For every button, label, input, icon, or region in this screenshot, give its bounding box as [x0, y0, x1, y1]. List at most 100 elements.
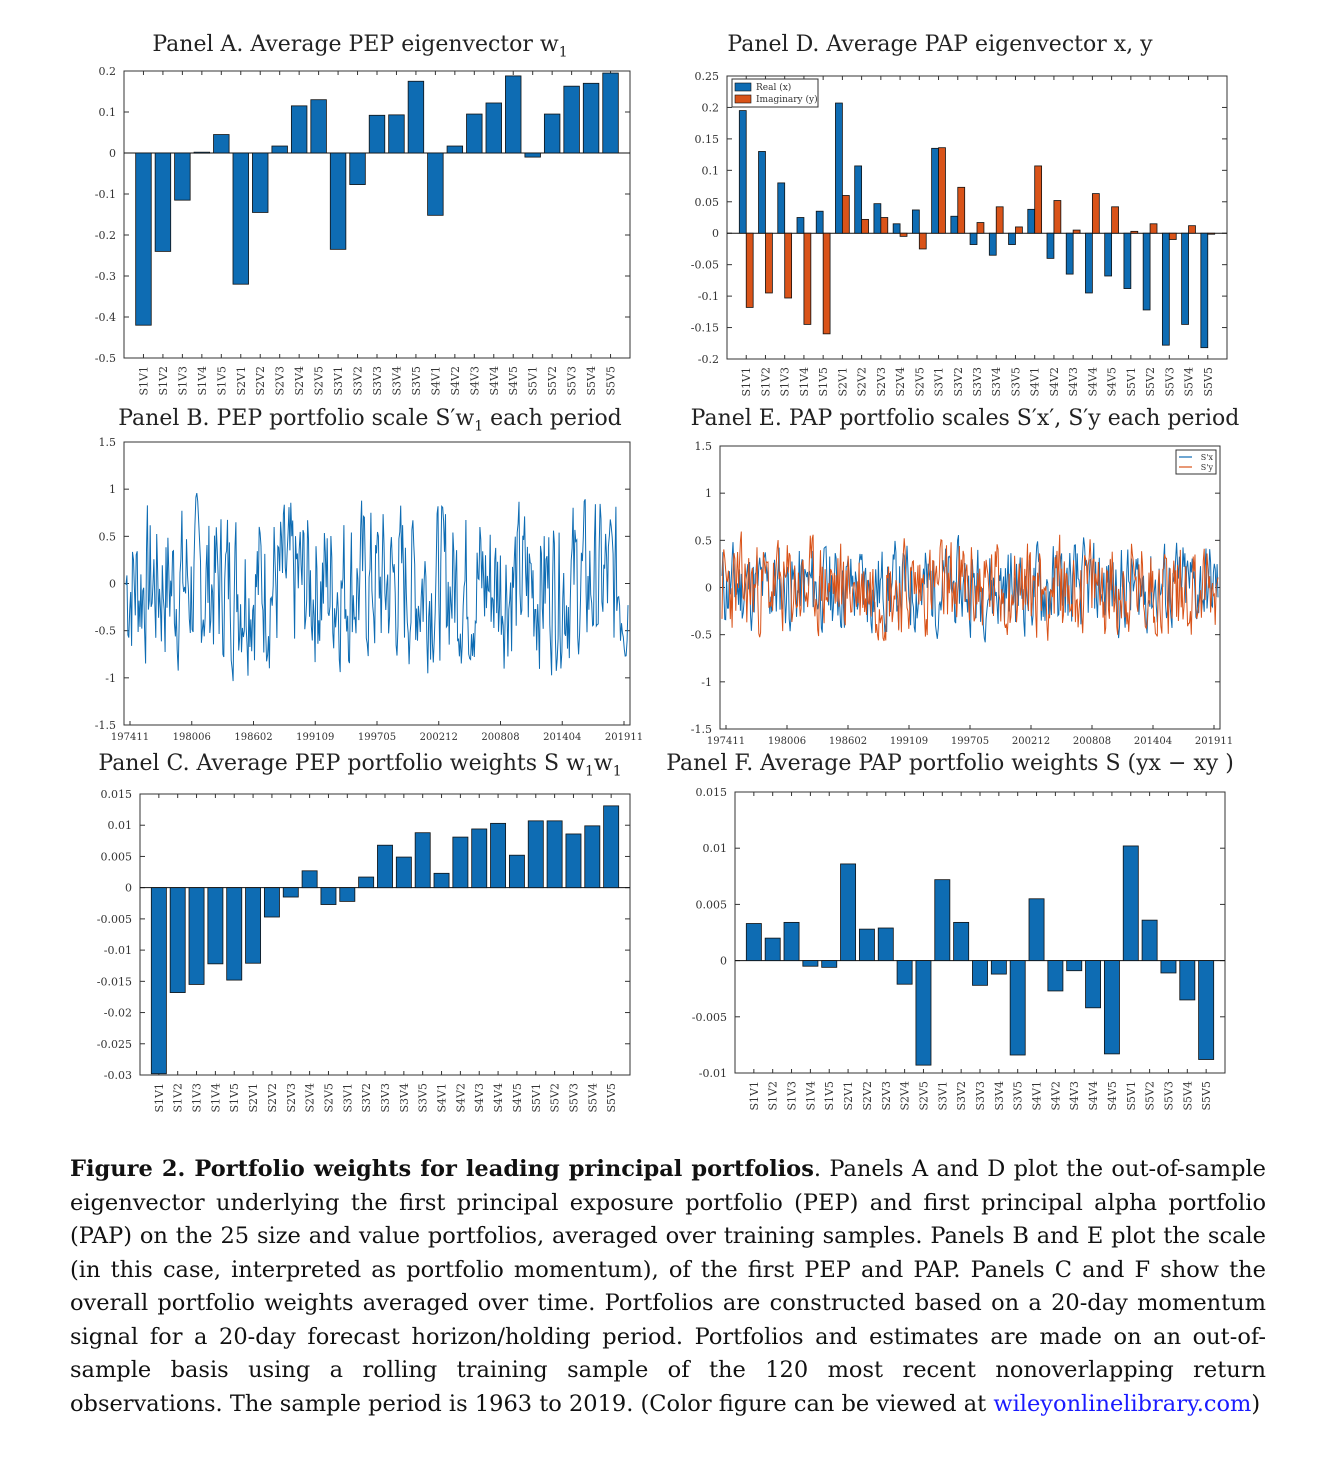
panel-e-title: Panel E. PAP portfolio scales S′x′, S′y …	[680, 406, 1250, 431]
bar	[188, 887, 205, 985]
bar	[858, 928, 875, 961]
x-tick-label: S5V1	[527, 366, 540, 395]
panel-c-title-mid: w	[593, 751, 613, 776]
bar	[301, 870, 318, 889]
legend-swatch	[734, 82, 752, 92]
x-tick-label: 200808	[481, 732, 519, 743]
bar-imaginary	[1111, 206, 1119, 234]
legend-swatch	[734, 94, 752, 104]
bar	[320, 887, 337, 905]
bar-imaginary	[1188, 225, 1196, 234]
x-tick-label: S4V3	[468, 366, 481, 395]
bar	[154, 152, 172, 252]
bar	[1122, 845, 1139, 962]
x-tick-label: S5V5	[605, 1083, 618, 1112]
bar	[508, 854, 525, 889]
bar-imaginary	[1091, 193, 1100, 234]
bar	[543, 113, 561, 154]
y-tick-label: -0.05	[691, 259, 719, 272]
bar	[840, 863, 857, 961]
bar	[603, 805, 620, 889]
y-tick-label: 0	[109, 147, 116, 160]
bar-real	[758, 151, 766, 234]
x-tick-label: S2V4	[899, 1081, 912, 1110]
bar	[263, 887, 280, 918]
x-tick-label: S1V3	[786, 1081, 799, 1110]
x-tick-label: S1V1	[748, 1081, 761, 1110]
bar	[329, 152, 347, 250]
y-tick-label: -1.5	[691, 723, 712, 736]
x-tick-label: S1V2	[157, 366, 170, 395]
legend-label: S'x	[1201, 453, 1214, 462]
bar	[527, 820, 544, 889]
y-tick-label: 0.5	[695, 534, 713, 547]
x-tick-label: S4V5	[1106, 1081, 1119, 1110]
bar	[290, 105, 308, 154]
x-tick-label: S2V2	[254, 366, 267, 395]
y-tick-label: -1	[701, 676, 712, 689]
bar-imaginary	[1130, 230, 1139, 234]
panel-d-title: Panel D. Average PAP eigenvector x, y	[690, 32, 1190, 57]
y-tick-label: 0.015	[696, 786, 728, 799]
y-tick-label: -0.5	[95, 352, 116, 365]
x-tick-label: S1V1	[153, 1083, 166, 1112]
bar-real	[854, 165, 863, 234]
bar-imaginary	[1015, 226, 1023, 234]
x-tick-label: 199109	[296, 732, 334, 743]
x-tick-label: 197411	[111, 732, 149, 743]
bar	[1141, 919, 1158, 961]
y-tick-label: -0.1	[95, 188, 116, 201]
x-tick-label: S2V5	[917, 1081, 930, 1110]
bar	[271, 145, 288, 154]
y-tick-label: -0.5	[95, 625, 116, 638]
bar	[232, 152, 249, 285]
x-tick-label: S4V5	[511, 1083, 524, 1112]
legend-box	[1175, 449, 1217, 475]
panel-b-title-text: Panel B. PEP portfolio scale S′w	[118, 406, 475, 431]
x-tick-label: S2V4	[894, 367, 907, 396]
bar-real	[738, 110, 747, 234]
series-line-secondary	[721, 531, 1219, 642]
bar	[934, 879, 951, 961]
bar-imaginary	[976, 222, 985, 234]
x-tick-label: S3V3	[371, 366, 384, 395]
y-tick-label: 0.015	[101, 788, 133, 801]
panel-b-title-suffix: each period	[483, 406, 622, 431]
bar-real	[1104, 232, 1113, 277]
caption-link[interactable]: wileyonlinelibrary.com	[993, 1390, 1252, 1417]
x-tick-label: S1V5	[228, 1083, 241, 1112]
x-tick-label: S3V1	[936, 1081, 949, 1110]
x-tick-label: S1V3	[191, 1083, 204, 1112]
y-tick-label: 1	[109, 483, 116, 496]
bar	[245, 887, 262, 964]
bar	[565, 833, 582, 889]
bar	[990, 960, 1007, 975]
bar	[207, 887, 224, 965]
y-tick-label: -0.2	[698, 353, 719, 366]
x-tick-label: S1V3	[176, 366, 189, 395]
bar-imaginary	[918, 232, 927, 250]
bar	[433, 872, 450, 889]
x-tick-label: S3V2	[360, 1083, 373, 1112]
bar	[368, 114, 386, 154]
bar	[764, 937, 781, 961]
y-tick-label: 0	[712, 227, 719, 240]
bar-real	[969, 232, 978, 245]
x-tick-label: S2V1	[842, 1081, 855, 1110]
legend-label: S'y	[1201, 463, 1214, 472]
bar	[414, 832, 431, 889]
x-tick-label: S1V5	[817, 367, 830, 396]
y-tick-label: 0.01	[703, 842, 728, 855]
x-tick-label: S5V4	[1181, 1081, 1194, 1110]
x-tick-label: S5V5	[1200, 1081, 1213, 1110]
x-tick-label: 201404	[1134, 736, 1172, 747]
y-tick-label: 0.01	[108, 819, 133, 832]
bar	[252, 152, 269, 213]
y-tick-label: -0.4	[95, 311, 116, 324]
bar-real	[1085, 232, 1093, 294]
bar-imaginary	[765, 232, 773, 294]
caption-body: . Panels A and D plot the out-of-sample …	[70, 1156, 1266, 1417]
y-tick-label: 0.2	[99, 65, 117, 78]
bar-real	[1161, 232, 1170, 346]
